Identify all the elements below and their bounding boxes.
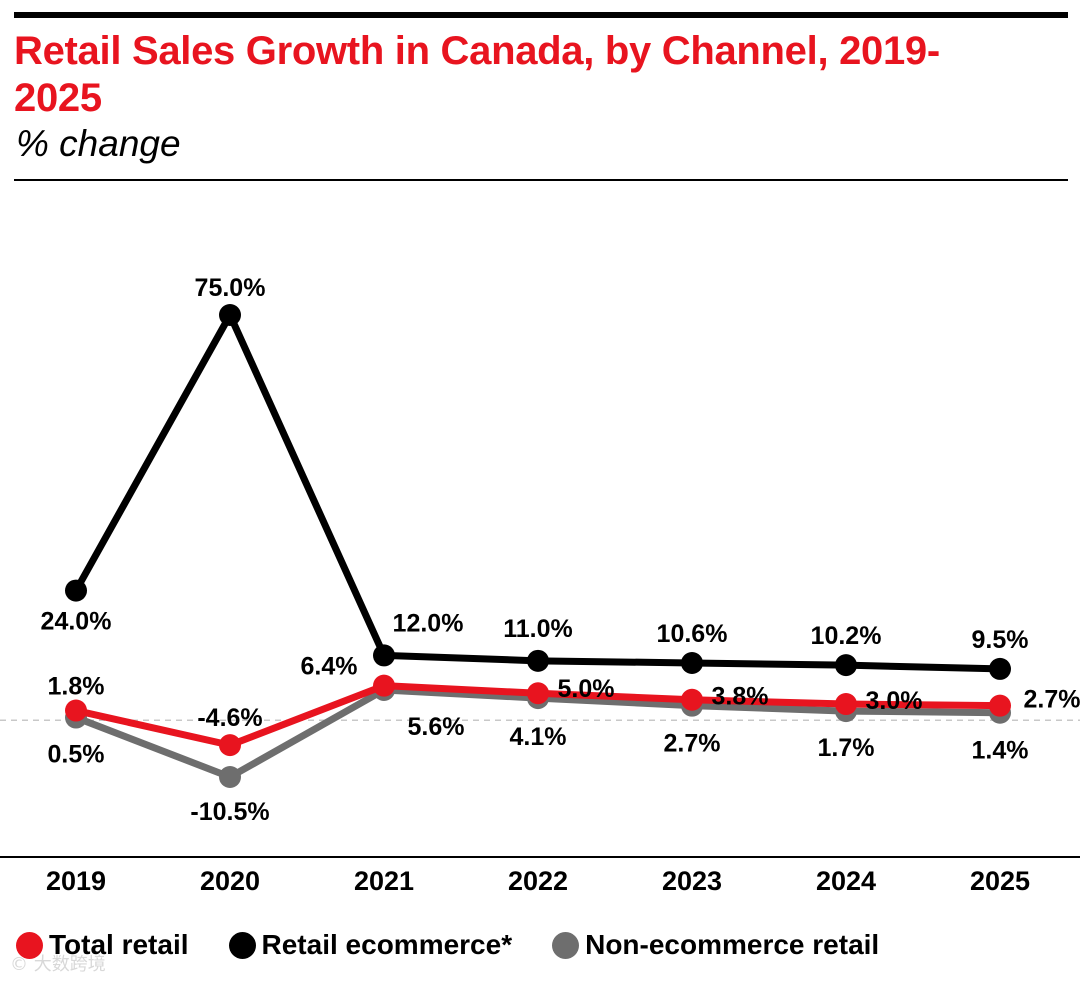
x-tick-label-2022: 2022 [508,866,568,896]
data-label-retail-ecommerce-2021: 12.0% [393,609,464,637]
point-total-retail-2022 [527,682,549,705]
subtitle-rule [14,179,1068,181]
point-non-ecommerce-retail-2020 [219,766,241,788]
legend-item-retail-ecommerce: Retail ecommerce* [228,929,513,961]
data-label-total-retail-2025: 2.7% [1024,686,1080,714]
data-label-total-retail-2020: -4.6% [197,704,262,732]
point-total-retail-2021 [373,674,395,697]
legend-swatch-total-retail [16,931,43,959]
data-label-non-ecommerce-retail-2020: -10.5% [190,798,269,826]
legend-item-non-ecommerce-retail: Non-ecommerce retail [552,929,879,961]
data-label-total-retail-2019: 1.8% [48,673,105,701]
data-label-total-retail-2021: 6.4% [301,653,358,681]
data-label-non-ecommerce-retail-2021: 5.6% [408,713,465,741]
data-label-total-retail-2023: 3.8% [712,683,769,711]
point-total-retail-2024 [835,693,857,716]
x-tick-label-2025: 2025 [970,866,1030,896]
point-retail-ecommerce-2022 [527,649,549,672]
data-label-retail-ecommerce-2024: 10.2% [811,622,882,650]
point-retail-ecommerce-2023 [681,651,703,674]
x-tick-label-2019: 2019 [46,866,106,896]
legend-label-total-retail: Total retail [49,929,189,960]
legend-label-retail-ecommerce: Retail ecommerce* [261,929,513,960]
point-retail-ecommerce-2025 [989,657,1011,680]
legend-label-non-ecommerce-retail: Non-ecommerce retail [585,929,880,960]
data-label-retail-ecommerce-2019: 24.0% [41,608,112,636]
data-label-non-ecommerce-retail-2023: 2.7% [664,730,721,758]
x-tick-label-2024: 2024 [816,866,876,896]
legend: Total retail Retail ecommerce* Non-ecomm… [16,925,919,965]
x-tick-label-2023: 2023 [662,866,722,896]
legend-item-total-retail: Total retail [16,929,189,961]
data-label-total-retail-2024: 3.0% [866,687,923,715]
x-tick-label-2020: 2020 [200,866,260,896]
data-label-total-retail-2022: 5.0% [558,675,615,703]
data-label-retail-ecommerce-2023: 10.6% [657,620,728,648]
watermark-text: © 大数跨境 [10,954,106,975]
point-retail-ecommerce-2020 [219,304,241,326]
data-label-non-ecommerce-retail-2019: 0.5% [48,741,105,769]
legend-swatch-non-ecommerce-retail [552,931,580,959]
point-total-retail-2025 [989,694,1011,717]
point-retail-ecommerce-2024 [835,654,857,677]
data-label-retail-ecommerce-2025: 9.5% [972,626,1029,654]
chart-subtitle: % change [16,123,181,164]
data-label-non-ecommerce-retail-2022: 4.1% [510,723,567,751]
data-label-non-ecommerce-retail-2024: 1.7% [818,734,875,762]
point-total-retail-2023 [681,688,703,711]
point-retail-ecommerce-2019 [65,579,87,602]
x-tick-label-2021: 2021 [354,866,414,896]
chart-title: Retail Sales Growth in Canada, by Channe… [14,29,940,120]
top-rule [14,12,1068,18]
point-retail-ecommerce-2021 [373,644,395,667]
point-total-retail-2019 [65,699,87,722]
legend-swatch-retail-ecommerce [228,931,256,959]
data-label-retail-ecommerce-2022: 11.0% [503,615,573,643]
point-total-retail-2020 [219,734,241,757]
data-label-retail-ecommerce-2020: 75.0% [195,274,266,302]
data-label-non-ecommerce-retail-2025: 1.4% [972,737,1029,765]
